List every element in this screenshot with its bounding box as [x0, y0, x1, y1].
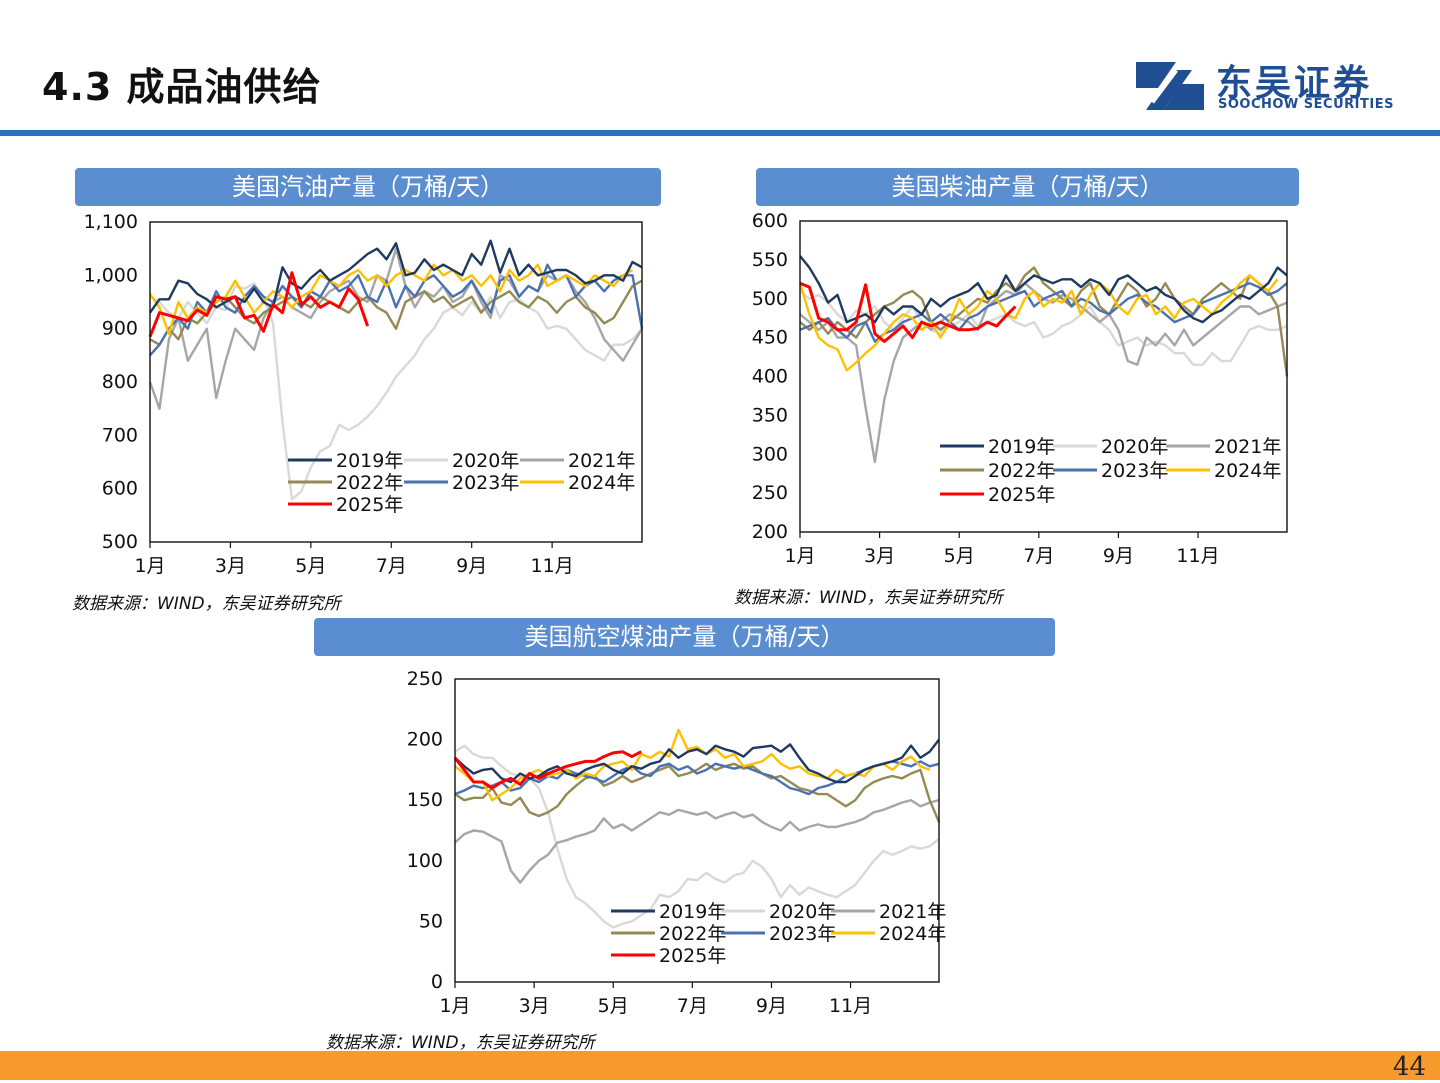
legend-label: 2019年	[659, 901, 726, 923]
series-line-2025年	[799, 281, 1017, 343]
title-divider	[0, 130, 1440, 136]
series-line-2022年	[454, 762, 941, 823]
y-tick-label: 900	[102, 318, 138, 340]
logo-name-en: SOOCHOW SECURITIES	[1218, 97, 1394, 112]
page-number: 44	[1392, 1052, 1426, 1082]
legend-label: 2024年	[568, 472, 635, 494]
y-tick-label: 350	[752, 404, 788, 426]
legend-label: 2025年	[988, 484, 1055, 506]
x-tick-label: 11月	[531, 555, 574, 577]
y-tick-label: 0	[431, 971, 443, 993]
y-tick-label: 400	[752, 366, 788, 388]
x-tick-label: 7月	[677, 995, 708, 1017]
diesel-chart-header: 美国柴油产量（万桶/天）	[756, 168, 1299, 206]
legend-label: 2023年	[769, 923, 836, 945]
y-tick-label: 100	[407, 850, 443, 872]
x-tick-label: 9月	[456, 555, 487, 577]
jet-fuel-chart-source: 数据来源：WIND，东吴证券研究所	[326, 1033, 595, 1053]
y-tick-label: 800	[102, 371, 138, 393]
x-tick-label: 11月	[829, 995, 872, 1017]
diesel-chart-source: 数据来源：WIND，东吴证券研究所	[734, 588, 1003, 608]
y-tick-label: 600	[102, 478, 138, 500]
series-line-2024年	[149, 263, 634, 336]
series-line-2023年	[454, 760, 940, 796]
legend-label: 2023年	[452, 472, 519, 494]
series-line-2022年	[799, 266, 1289, 377]
legend-label: 2019年	[988, 436, 1055, 458]
legend-label: 2020年	[1101, 436, 1168, 458]
y-tick-label: 250	[407, 668, 443, 690]
legend-label: 2025年	[659, 945, 726, 967]
x-tick-label: 3月	[864, 545, 895, 567]
footer-bar	[0, 1051, 1440, 1080]
series-line-2025年	[148, 271, 370, 338]
y-tick-label: 1,100	[84, 211, 138, 233]
x-tick-label: 5月	[598, 995, 629, 1017]
x-tick-label: 5月	[944, 545, 975, 567]
x-tick-label: 5月	[295, 555, 326, 577]
y-tick-label: 600	[752, 210, 788, 232]
legend-label: 2021年	[879, 901, 946, 923]
y-tick-label: 550	[752, 249, 788, 271]
soochow-logo-icon	[1136, 62, 1204, 110]
series-line-2020年	[454, 744, 940, 929]
legend-label: 2022年	[988, 460, 1055, 482]
y-tick-label: 1,000	[84, 264, 138, 286]
legend-label: 2022年	[659, 923, 726, 945]
legend-label: 2025年	[336, 494, 403, 516]
x-tick-label: 9月	[1103, 545, 1134, 567]
series-line-2025年	[453, 750, 642, 790]
company-logo: 东吴证券 SOOCHOW SECURITIES	[1132, 58, 1422, 118]
legend-label: 2020年	[769, 901, 836, 923]
series-line-2020年	[149, 282, 643, 501]
y-tick-label: 450	[752, 327, 788, 349]
y-tick-label: 250	[752, 482, 788, 504]
y-tick-label: 200	[407, 729, 443, 751]
x-tick-label: 3月	[215, 555, 246, 577]
gasoline-chart-header: 美国汽油产量（万桶/天）	[75, 168, 661, 206]
plot-frame	[454, 678, 940, 983]
y-tick-label: 500	[752, 288, 788, 310]
x-tick-label: 7月	[376, 555, 407, 577]
y-tick-label: 300	[752, 443, 788, 465]
legend-label: 2020年	[452, 450, 519, 472]
logo-name-cn: 东吴证券	[1216, 63, 1373, 104]
x-tick-label: 1月	[134, 555, 165, 577]
plot-frame	[149, 221, 643, 543]
jet-fuel-chart-header: 美国航空煤油产量（万桶/天）	[314, 618, 1055, 656]
series-line-2024年	[454, 728, 931, 802]
y-tick-label: 700	[102, 424, 138, 446]
legend-label: 2024年	[879, 923, 946, 945]
y-tick-label: 50	[419, 910, 443, 932]
series-line-2024年	[798, 274, 1279, 372]
series-line-2022年	[149, 279, 643, 346]
y-tick-label: 200	[752, 521, 788, 543]
series-line-2021年	[454, 798, 940, 884]
legend-label: 2021年	[568, 450, 635, 472]
plot-frame	[799, 220, 1288, 533]
page-title: 4.3 成品油供给	[42, 65, 322, 109]
legend-label: 2021年	[1214, 436, 1281, 458]
x-tick-label: 3月	[519, 995, 550, 1017]
x-tick-label: 9月	[756, 995, 787, 1017]
y-tick-label: 150	[407, 789, 443, 811]
y-tick-label: 500	[102, 531, 138, 553]
legend-label: 2019年	[336, 450, 403, 472]
series-line-2019年	[799, 255, 1288, 324]
gasoline-chart-source: 数据来源：WIND，东吴证券研究所	[72, 594, 341, 614]
legend-label: 2022年	[336, 472, 403, 494]
legend-label: 2024年	[1214, 460, 1281, 482]
x-tick-label: 1月	[439, 995, 470, 1017]
x-tick-label: 7月	[1023, 545, 1054, 567]
x-tick-label: 11月	[1176, 545, 1219, 567]
series-line-2020年	[799, 290, 1288, 367]
legend-label: 2023年	[1101, 460, 1168, 482]
x-tick-label: 1月	[784, 545, 815, 567]
